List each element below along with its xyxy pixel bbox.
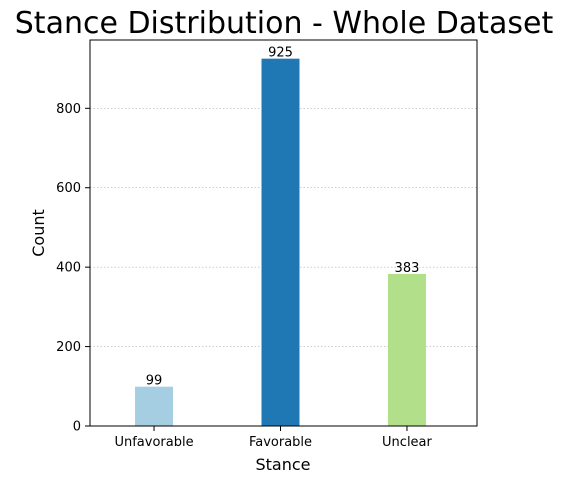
y-tick-label: 400 xyxy=(56,261,81,276)
y-tick-label: 0 xyxy=(73,420,81,435)
x-tick-label: Unclear xyxy=(382,435,432,450)
bar-value-labels: 99 925 383 xyxy=(146,46,420,389)
x-axis-ticks: Unfavorable Favorable Unclear xyxy=(114,426,433,450)
bar xyxy=(387,273,426,426)
chart-title: Stance Distribution - Whole Dataset xyxy=(15,6,554,41)
bar-value-label: 99 xyxy=(146,374,163,389)
bar xyxy=(135,386,174,426)
bar-value-label: 925 xyxy=(268,46,293,61)
plot-frame xyxy=(89,39,478,427)
y-tick-label: 800 xyxy=(56,102,81,117)
y-axis-label: Count xyxy=(29,209,48,257)
y-axis-ticks: 0 200 400 600 800 xyxy=(56,102,90,435)
y-tick-label: 600 xyxy=(56,181,81,196)
bar xyxy=(261,58,300,426)
x-axis-label: Stance xyxy=(255,455,310,474)
x-tick-label: Favorable xyxy=(249,435,312,450)
x-tick-label: Unfavorable xyxy=(114,435,193,450)
bar-value-label: 383 xyxy=(395,261,420,276)
y-tick-label: 200 xyxy=(56,340,81,355)
bars xyxy=(135,58,426,426)
